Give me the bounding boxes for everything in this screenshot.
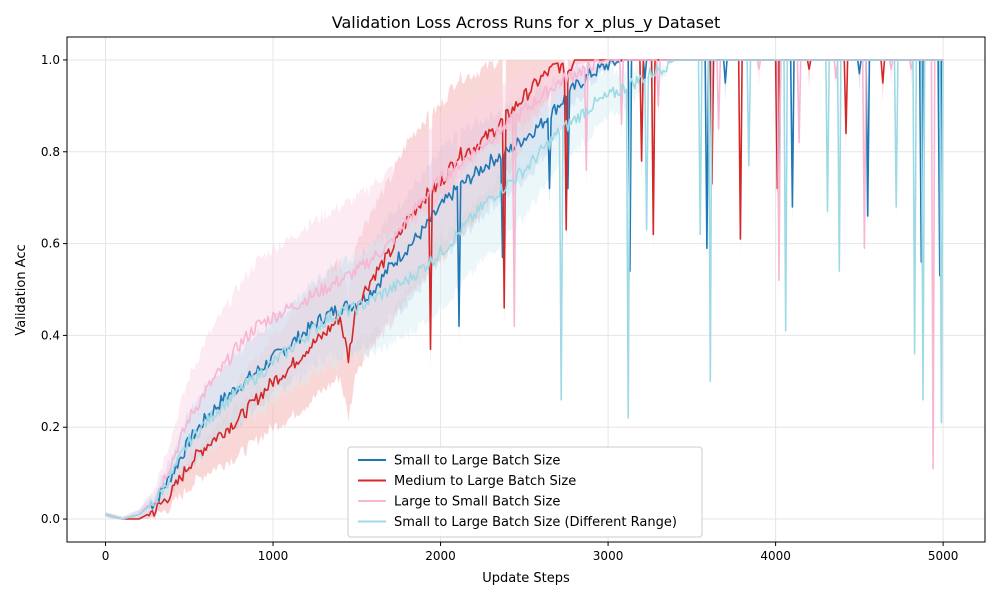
- series-line: [105, 59, 944, 520]
- x-axis-label: Update Steps: [482, 571, 570, 586]
- legend-box: [347, 446, 703, 538]
- x-axis-ticks: 0 1000 2000 3000 4000 5000: [102, 542, 959, 563]
- legend: Small to Large Batch Size Medium to Large…: [347, 446, 703, 538]
- y-tick-label: 1.0: [41, 53, 60, 67]
- y-tick-label: 0.0: [41, 512, 60, 526]
- grid: [67, 37, 985, 542]
- x-tick-label: 2000: [425, 549, 456, 563]
- x-tick-label: 1000: [258, 549, 289, 563]
- confidence-band: [105, 60, 944, 519]
- confidence-band: [105, 60, 944, 519]
- y-axis-label: Validation Acc: [14, 244, 29, 335]
- plot-frame: [66, 36, 986, 543]
- y-tick-label: 0.8: [41, 145, 60, 159]
- chart-title: Validation Loss Across Runs for x_plus_y…: [332, 13, 720, 33]
- series-lines: [105, 59, 944, 520]
- x-tick-label: 3000: [593, 549, 624, 563]
- y-tick-label: 0.6: [41, 237, 60, 251]
- confidence-band: [105, 60, 944, 519]
- y-tick-label: 0.2: [41, 420, 60, 434]
- legend-label: Medium to Large Batch Size: [394, 474, 576, 489]
- x-tick-label: 4000: [760, 549, 791, 563]
- legend-label: Small to Large Batch Size: [394, 454, 560, 469]
- x-tick-label: 0: [102, 549, 110, 563]
- legend-label: Small to Large Batch Size (Different Ran…: [394, 515, 677, 530]
- confidence-band: [105, 60, 944, 519]
- legend-label: Large to Small Batch Size: [394, 495, 560, 510]
- y-tick-label: 0.4: [41, 328, 60, 342]
- x-tick-label: 5000: [928, 549, 959, 563]
- y-axis-ticks: 0.0 0.2 0.4 0.6 0.8 1.0: [41, 53, 67, 526]
- confidence-bands: [105, 60, 944, 519]
